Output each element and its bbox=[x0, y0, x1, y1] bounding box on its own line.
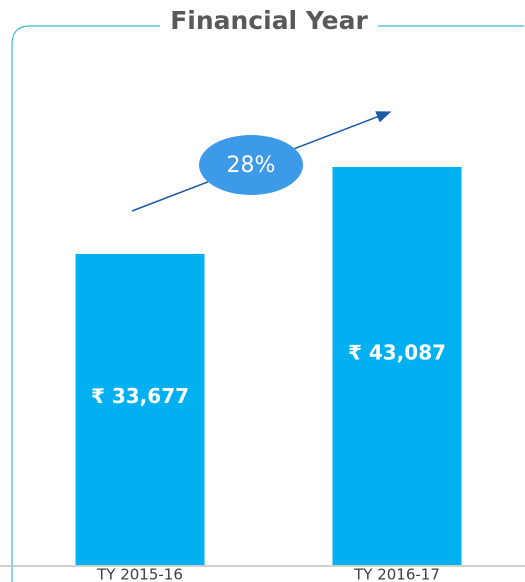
x-tick-label: TY 2015-16 bbox=[96, 566, 183, 582]
chart-title: Financial Year bbox=[170, 6, 368, 35]
x-tick-label: TY 2016-17 bbox=[353, 566, 440, 582]
value-label: ₹ 33,677 bbox=[91, 384, 189, 408]
value-label: ₹ 43,087 bbox=[348, 341, 446, 365]
frame bbox=[11, 25, 160, 582]
bar bbox=[332, 167, 462, 565]
bar bbox=[75, 253, 205, 566]
annotation-bubble bbox=[199, 135, 303, 195]
annotation: 28% bbox=[227, 153, 276, 178]
